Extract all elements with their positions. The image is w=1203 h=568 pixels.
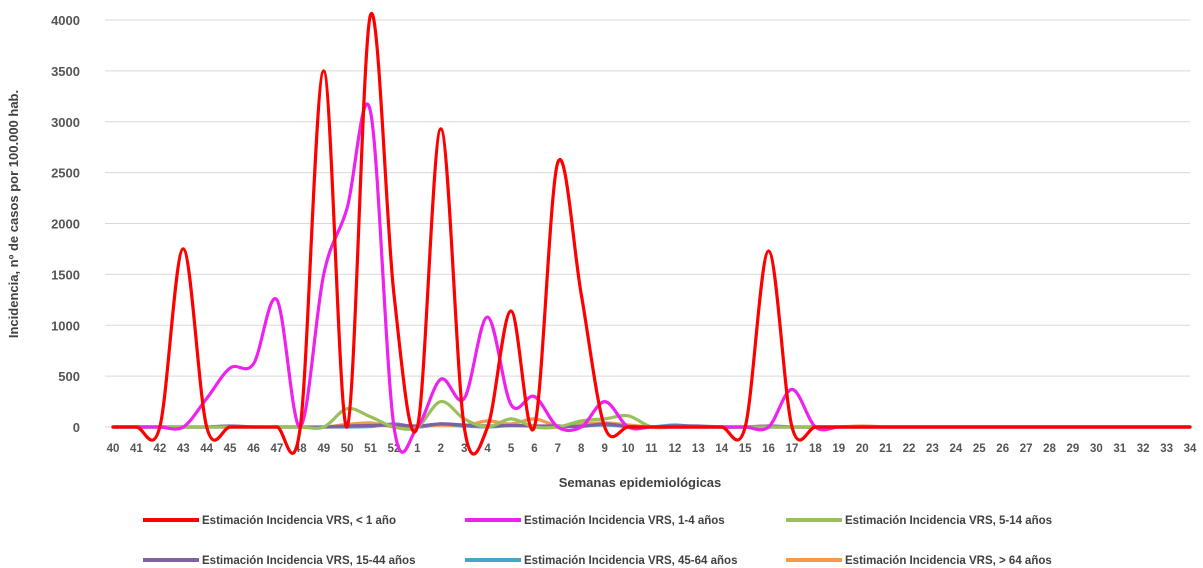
y-tick-label: 2500 (51, 166, 80, 181)
x-tick-label: 42 (153, 443, 166, 455)
x-tick-label: 24 (949, 443, 962, 455)
y-tick-label: 0 (73, 420, 80, 435)
x-tick-label: 14 (715, 443, 728, 455)
series-line-1 (111, 102, 1192, 454)
x-tick-label: 49 (317, 443, 330, 455)
x-tick-label: 47 (270, 443, 283, 455)
gridlines (105, 19, 1190, 428)
x-tick-label: 10 (622, 443, 635, 455)
x-tick-label: 4 (484, 443, 491, 455)
x-tick-label: 21 (879, 443, 892, 455)
x-tick-label: 41 (130, 443, 143, 455)
x-tick-label: 43 (177, 443, 190, 455)
x-tick-label: 27 (1020, 443, 1033, 455)
series-lines (111, 11, 1192, 456)
x-tick-label: 7 (555, 443, 561, 455)
x-tick-label: 28 (1043, 443, 1056, 455)
y-tick-label: 3500 (51, 64, 80, 79)
x-tick-label: 8 (578, 443, 585, 455)
x-tick-label: 25 (973, 443, 986, 455)
x-tick-label: 13 (692, 443, 705, 455)
x-tick-label: 9 (601, 443, 607, 455)
y-tick-label: 2000 (51, 217, 80, 232)
x-tick-label: 22 (903, 443, 916, 455)
x-tick-label: 18 (809, 443, 822, 455)
x-tick-label: 1 (414, 443, 421, 455)
x-tick-label: 30 (1090, 443, 1103, 455)
legend-label-5: Estimación Incidencia VRS, > 64 años (845, 555, 1052, 567)
x-tick-label: 40 (107, 443, 120, 455)
y-axis-label: Incidencia, nº de casos por 100.000 hab. (6, 90, 21, 338)
x-tick-label: 32 (1137, 443, 1150, 455)
x-tick-label: 44 (200, 443, 213, 455)
x-axis-ticks: 40 41 42 43 44 45 46 47 48 49 50 51 52 1 2 3 4 5 6 7 8 9 10 11 1… (107, 443, 1197, 455)
x-tick-label: 51 (364, 443, 377, 455)
y-axis-ticks: 0 500 1000 1500 2000 2500 3000 3500 4000 (51, 13, 80, 435)
legend-label-2: Estimación Incidencia VRS, 5-14 años (845, 515, 1052, 527)
legend-label-1: Estimación Incidencia VRS, 1-4 años (524, 515, 725, 527)
x-tick-label: 34 (1184, 443, 1197, 455)
legend-label-3: Estimación Incidencia VRS, 15-44 años (202, 555, 415, 567)
x-tick-label: 20 (856, 443, 869, 455)
y-tick-label: 1500 (51, 267, 80, 282)
x-tick-label: 46 (247, 443, 260, 455)
x-tick-label: 2 (438, 443, 444, 455)
x-tick-label: 16 (762, 443, 775, 455)
x-tick-label: 11 (645, 443, 658, 455)
x-tick-label: 29 (1067, 443, 1080, 455)
x-tick-label: 50 (341, 443, 354, 455)
x-tick-label: 19 (832, 443, 845, 455)
legend-label-4: Estimación Incidencia VRS, 45-64 años (524, 555, 737, 567)
series-line-0 (111, 11, 1192, 456)
x-axis-label: Semanas epidemiológicas (559, 475, 722, 490)
x-tick-label: 23 (926, 443, 939, 455)
x-tick-label: 17 (786, 443, 799, 455)
x-tick-label: 3 (461, 443, 467, 455)
x-tick-label: 15 (739, 443, 752, 455)
x-tick-label: 6 (531, 443, 537, 455)
x-tick-label: 26 (996, 443, 1009, 455)
x-tick-label: 5 (508, 443, 515, 455)
x-tick-label: 45 (224, 443, 237, 455)
x-tick-label: 12 (669, 443, 682, 455)
y-tick-label: 3000 (51, 115, 80, 130)
legend: Estimación Incidencia VRS, < 1 año Estima… (143, 515, 1052, 567)
y-tick-label: 500 (58, 369, 80, 384)
x-tick-label: 33 (1160, 443, 1173, 455)
y-tick-label: 4000 (51, 13, 80, 28)
x-tick-label: 31 (1113, 443, 1126, 455)
y-tick-label: 1000 (51, 318, 80, 333)
legend-label-0: Estimación Incidencia VRS, < 1 año (202, 515, 396, 527)
series-line-2 (111, 399, 1192, 431)
